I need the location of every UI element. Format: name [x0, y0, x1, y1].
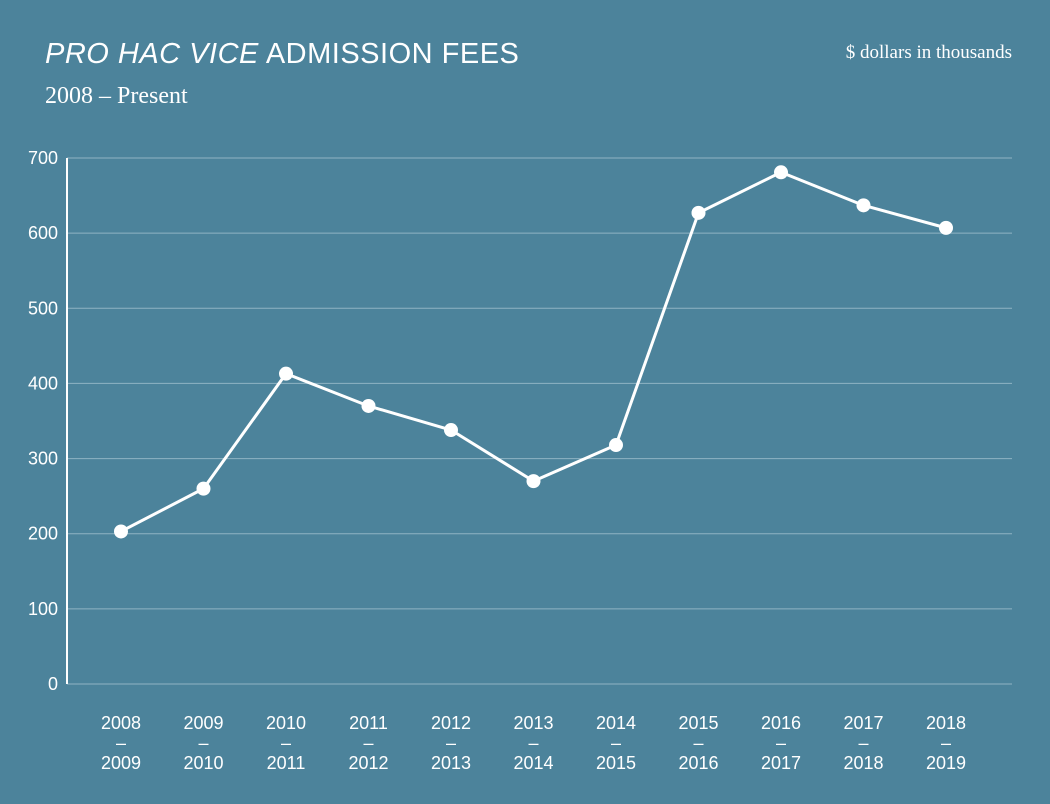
x-tick-label-line: –	[281, 733, 291, 753]
x-tick-label-line: 2016	[678, 753, 718, 773]
x-tick-label: 2017–2018	[843, 713, 883, 773]
data-point	[114, 524, 128, 539]
data-point	[774, 165, 788, 180]
x-tick-label-line: –	[528, 733, 538, 753]
x-tick-label-line: –	[116, 733, 126, 753]
x-tick-label-line: 2013	[431, 753, 471, 773]
x-tick-label-line: 2016	[761, 713, 801, 733]
x-tick-label-line: 2015	[596, 753, 636, 773]
x-tick-label-line: 2014	[596, 713, 636, 733]
x-tick-label-line: –	[693, 733, 703, 753]
data-point	[361, 398, 376, 413]
gridlines	[67, 157, 1012, 685]
x-tick-label: 2009–2010	[183, 713, 223, 773]
y-tick-label: 300	[28, 449, 58, 469]
y-tick-label: 400	[28, 373, 58, 393]
y-tick-label: 500	[28, 298, 58, 318]
data-point	[691, 205, 706, 220]
data-point	[856, 198, 871, 213]
data-point	[609, 438, 623, 453]
y-axis-ticks: 0 100 200 300 400 500 600 700	[28, 148, 58, 694]
x-tick-label: 2010–2011	[266, 713, 306, 773]
chart-title-italic: PRO HAC VICE	[45, 38, 259, 70]
x-tick-label-line: –	[858, 733, 868, 753]
x-tick-label-line: –	[776, 733, 786, 753]
data-point	[279, 366, 293, 381]
x-tick-label: 2016–2017	[761, 713, 801, 773]
x-tick-label-line: 2008	[101, 713, 141, 733]
x-tick-label: 2014–2015	[596, 713, 636, 773]
x-tick-label-line: 2010	[183, 753, 223, 773]
chart-title: PRO HAC VICE ADMISSION FEES	[45, 38, 519, 71]
data-point	[444, 423, 458, 438]
units-label: $ dollars in thousands	[845, 42, 1012, 63]
x-tick-label-line: –	[198, 733, 208, 753]
x-tick-label: 2013–2014	[513, 713, 553, 773]
x-tick-label: 2011–2012	[348, 713, 388, 773]
x-tick-label-line: 2009	[183, 713, 223, 733]
y-tick-label: 700	[28, 148, 58, 168]
x-tick-label-line: –	[363, 733, 373, 753]
x-tick-label-line: 2012	[431, 713, 471, 733]
data-point	[526, 474, 541, 489]
y-tick-label: 200	[28, 524, 58, 544]
data-point	[939, 220, 953, 235]
x-tick-label-line: 2017	[843, 713, 883, 733]
x-tick-label-line: 2011	[349, 713, 388, 733]
x-tick-label-line: 2009	[101, 753, 141, 773]
y-tick-label: 0	[48, 674, 58, 694]
y-tick-label: 100	[28, 599, 58, 619]
x-tick-label: 2015–2016	[678, 713, 718, 773]
x-tick-label-line: 2018	[843, 753, 883, 773]
x-tick-label-line: 2010	[266, 713, 306, 733]
x-tick-label-line: 2014	[513, 753, 553, 773]
x-tick-label-line: 2019	[926, 753, 966, 773]
x-tick-label: 2008–2009	[101, 713, 141, 773]
x-tick-label-line: –	[941, 733, 951, 753]
x-axis-ticks: 2008–20092009–20102010–20112011–20122012…	[101, 713, 966, 773]
x-tick-label-line: –	[611, 733, 621, 753]
x-tick-label-line: 2018	[926, 713, 966, 733]
x-tick-label-line: –	[446, 733, 456, 753]
chart-subtitle: 2008 – Present	[45, 83, 188, 109]
x-tick-label-line: 2015	[678, 713, 718, 733]
chart-title-rest: ADMISSION FEES	[265, 38, 520, 70]
x-tick-label-line: 2012	[348, 753, 388, 773]
x-tick-label-line: 2011	[267, 753, 306, 773]
series	[114, 165, 953, 539]
data-point	[196, 481, 211, 496]
y-tick-label: 600	[28, 223, 58, 243]
x-tick-label-line: 2017	[761, 753, 801, 773]
x-tick-label-line: 2013	[513, 713, 553, 733]
x-tick-label: 2018–2019	[926, 713, 966, 773]
x-tick-label: 2012–2013	[431, 713, 471, 773]
